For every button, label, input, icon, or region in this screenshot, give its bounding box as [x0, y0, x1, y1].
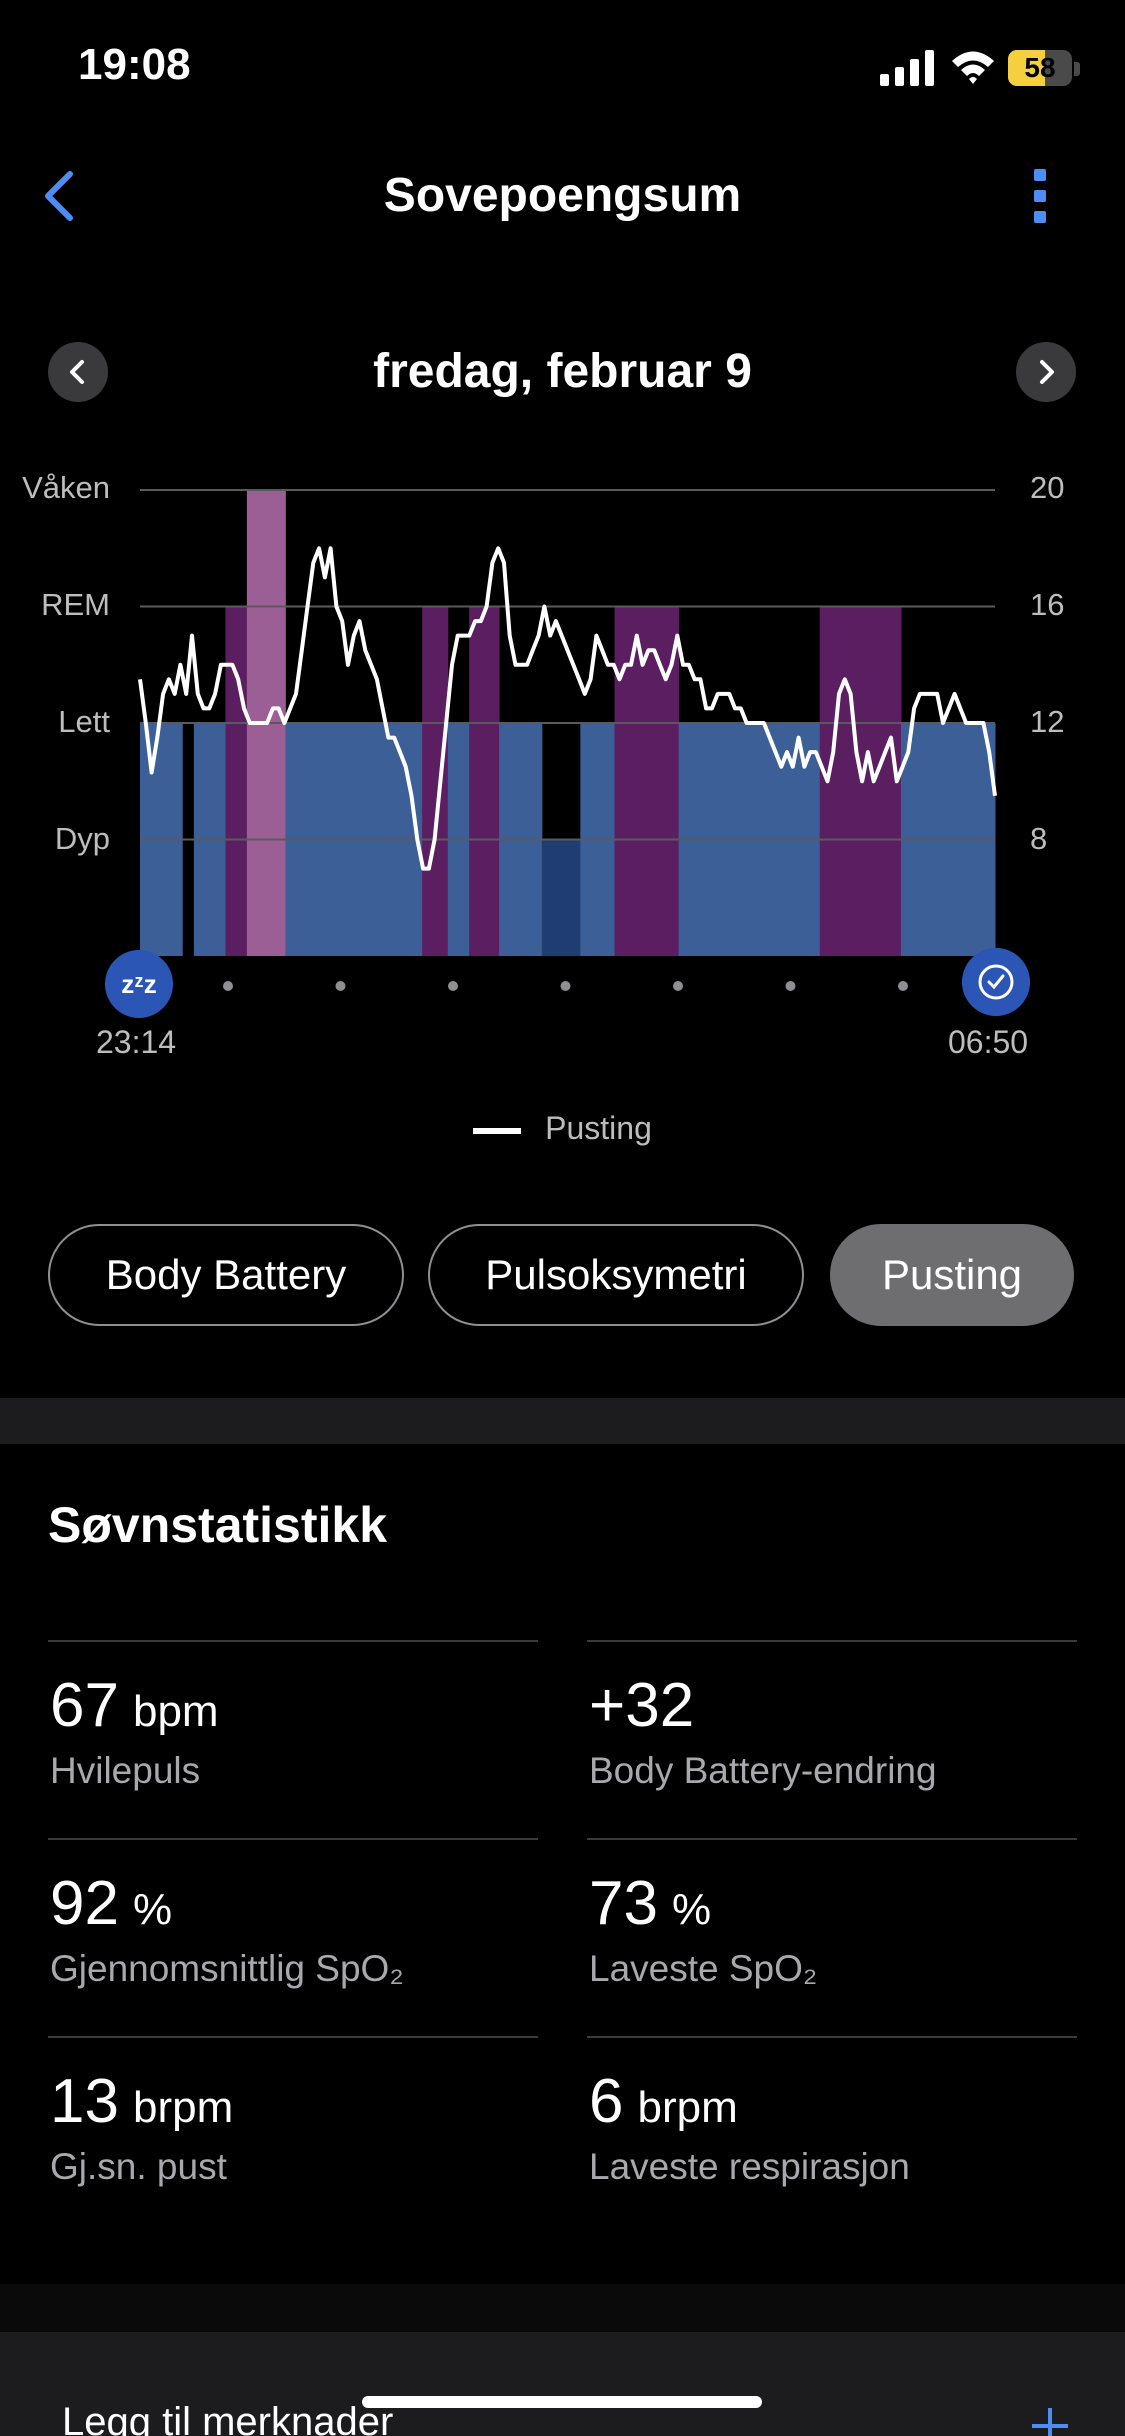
stage-label-rem: REM: [41, 587, 110, 622]
x-axis-dot-7: [898, 981, 908, 991]
sleep-chart: Våken REM Lett Dyp 20 16 12 8: [0, 460, 1125, 1070]
x-axis-dot-3: [448, 981, 458, 991]
chart-legend: Pusting: [0, 1110, 1125, 1147]
plus-icon[interactable]: [1030, 2404, 1070, 2436]
home-indicator: [362, 2396, 762, 2408]
stat-value: 6: [589, 2067, 624, 2136]
stat-avg-spo2: 92% Gjennomsnittlig SpO₂: [48, 1838, 538, 2034]
stage-bar-rem-3: [225, 606, 248, 956]
section-title: Søvnstatistikk: [48, 1497, 388, 1553]
stat-label: Hvilepuls: [50, 1750, 201, 1791]
stat-resting-hr: 67 bpm Hvilepuls: [48, 1640, 538, 1836]
more-vertical-icon: [1034, 169, 1046, 181]
zzz-icon: zᶻz: [105, 950, 173, 1018]
battery-cap: [1074, 62, 1080, 76]
chart-start-time: 23:14: [96, 1024, 177, 1060]
tab-pusting[interactable]: Pusting: [830, 1224, 1074, 1326]
battery-fill: [1008, 50, 1046, 86]
legend-label: Pusting: [545, 1110, 652, 1146]
stat-unit: brpm: [132, 2083, 234, 2132]
stat-value: +32: [589, 1671, 695, 1740]
stage-bar-rem-8: [469, 606, 500, 956]
stat-lowest-spo2: 73% Laveste SpO₂: [587, 1838, 1077, 2034]
stat-value: 92: [50, 1869, 119, 1938]
previous-day-button[interactable]: [48, 342, 108, 402]
stat-lowest-respiration: 6 brpm Laveste respirasjon: [587, 2036, 1077, 2232]
notes-label: Legg til merknader: [62, 2400, 394, 2436]
stat-value: 67: [50, 1671, 119, 1740]
stage-label-wake: Våken: [22, 470, 110, 505]
legend-swatch-pusting: [473, 1127, 522, 1134]
chart-end-time: 06:50: [948, 1024, 1029, 1060]
stat-body-battery-change: +32 Body Battery-endring: [587, 1640, 1077, 1836]
stat-value: 73: [589, 1869, 658, 1938]
y-tick-12: 12: [1030, 704, 1065, 739]
section-divider: [0, 1398, 1125, 1444]
x-axis-dot-6: [785, 981, 796, 991]
stat-label: Body Battery-endring: [589, 1750, 937, 1791]
stat-label: Laveste SpO₂: [589, 1948, 818, 1989]
stage-label-light: Lett: [58, 704, 110, 739]
page-title: Sovepoengsum: [383, 169, 742, 222]
notes-row[interactable]: [0, 2332, 1125, 2436]
x-axis-dot-2: [335, 981, 346, 991]
wifi-icon: [952, 51, 994, 84]
stage-bar-deep-10: [541, 839, 581, 956]
more-options-button[interactable]: [1025, 165, 1055, 227]
stat-label: Laveste respirasjon: [589, 2146, 910, 2187]
stage-bar-rem-6: [422, 606, 449, 956]
status-bar: 19:08 58: [0, 0, 1125, 140]
stat-label: Gjennomsnittlig SpO₂: [50, 1948, 404, 1989]
battery-icon: 58: [1008, 50, 1072, 86]
tab-body-battery[interactable]: Body Battery: [48, 1224, 404, 1326]
x-axis-dot-1: [223, 981, 233, 991]
y-tick-16: 16: [1030, 587, 1065, 622]
cellular-signal-icon: [880, 50, 934, 86]
stat-label: Gj.sn. pust: [50, 2146, 227, 2187]
stat-unit: %: [671, 1885, 712, 1934]
stat-unit: %: [132, 1885, 173, 1934]
breathing-line: [138, 546, 997, 871]
x-axis-dot-4: [560, 981, 571, 991]
y-tick-8: 8: [1030, 821, 1048, 856]
next-day-button[interactable]: [1016, 342, 1076, 402]
sleep-chart-svg: [138, 489, 997, 991]
y-tick-20: 20: [1030, 470, 1065, 505]
tab-pulsoksymetri[interactable]: Pulsoksymetri: [428, 1224, 804, 1326]
battery-level: 58: [1024, 52, 1056, 83]
stat-unit: bpm: [132, 1687, 219, 1736]
stat-avg-breathing: 13 brpm Gj.sn. pust: [48, 2036, 538, 2232]
stat-unit: brpm: [637, 2083, 738, 2132]
x-axis-dot-5: [673, 981, 683, 991]
stage-label-deep: Dyp: [54, 821, 110, 856]
back-button[interactable]: [30, 160, 90, 230]
date-label: fredag, februar 9: [373, 345, 752, 398]
status-time: 19:08: [78, 40, 191, 89]
section-divider-2: [0, 2284, 1125, 2332]
stat-value: 13: [50, 2067, 119, 2136]
clock-icon: [962, 948, 1030, 1016]
